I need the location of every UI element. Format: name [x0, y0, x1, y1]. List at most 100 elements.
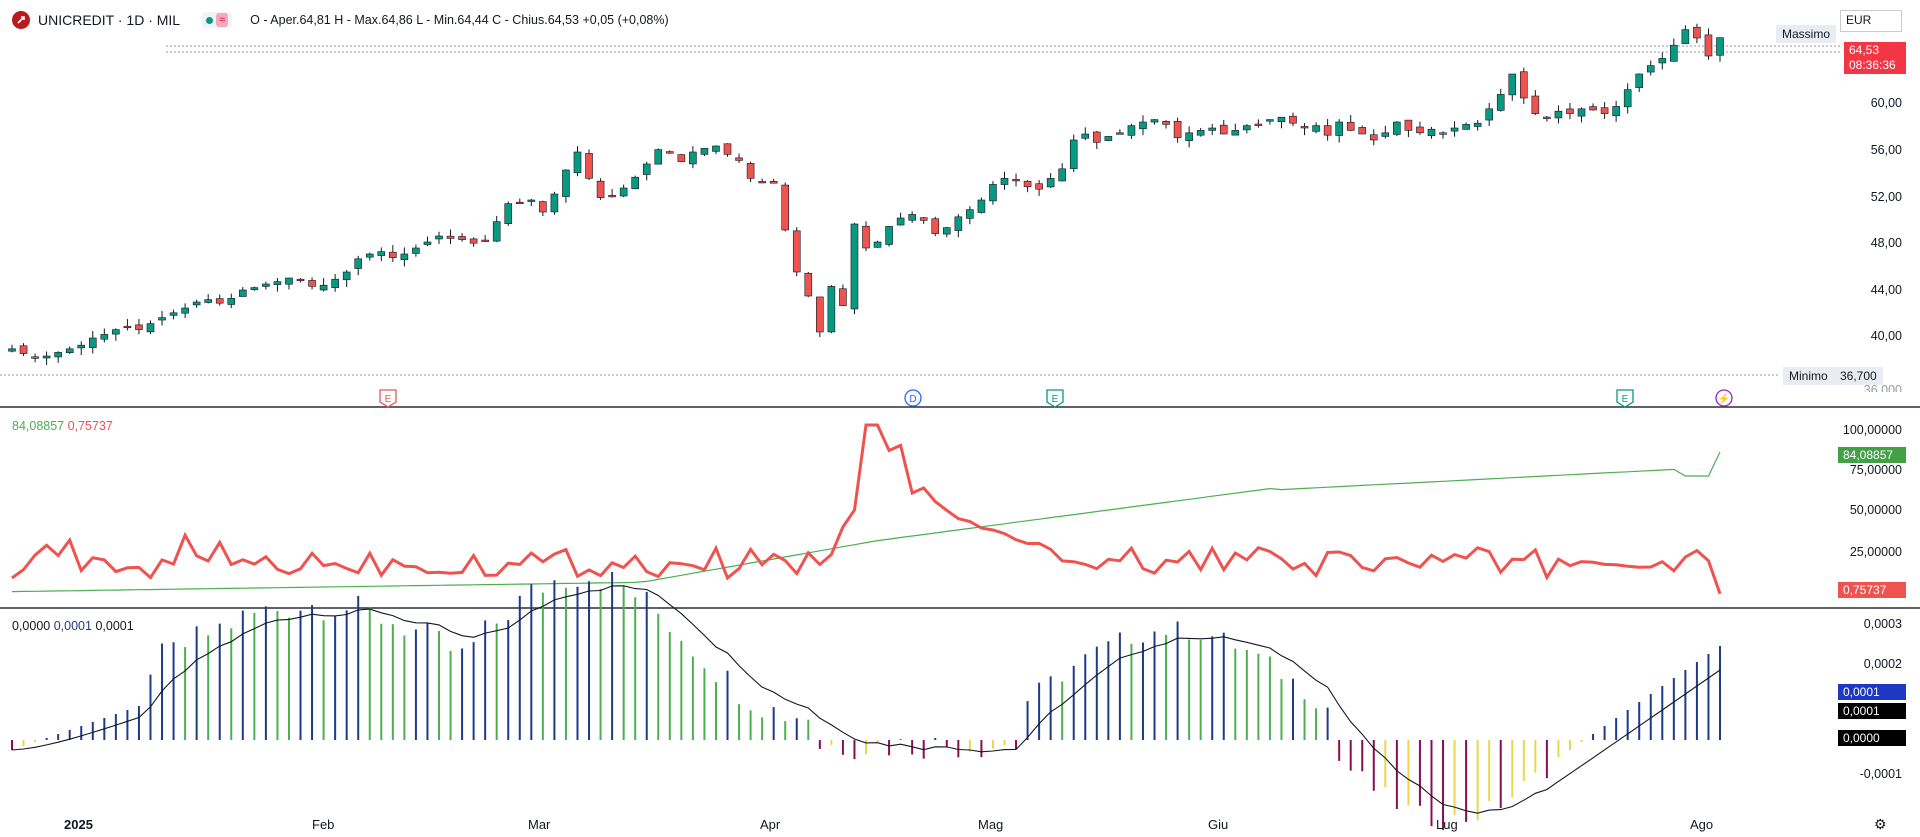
candle: [112, 328, 120, 341]
candle: [954, 214, 963, 238]
candle: [239, 286, 247, 297]
event-marker-dividend[interactable]: D: [904, 389, 922, 407]
candle: [1012, 173, 1020, 187]
ind1-legend-red: 0,75737: [67, 419, 113, 433]
candle: [389, 245, 397, 262]
candle: [285, 277, 293, 290]
candle: [481, 235, 489, 242]
ind2-label-0003: 0,0003: [1863, 617, 1902, 631]
candle: [1185, 126, 1193, 148]
series-visibility-toggle[interactable]: ≈: [202, 12, 233, 28]
candle: [585, 149, 593, 181]
candle: [1681, 25, 1690, 45]
candle: [1473, 120, 1482, 131]
ind2-black-tag-2: 0,0000: [1838, 730, 1906, 746]
last-price-value: 64,53: [1849, 43, 1880, 57]
candle: [1416, 121, 1424, 135]
candle: [146, 320, 155, 335]
candle: [1150, 119, 1159, 125]
svg-text:E: E: [1052, 394, 1059, 405]
event-marker-earnings[interactable]: E: [379, 389, 397, 408]
candle: [319, 278, 328, 292]
candle: [769, 178, 778, 184]
candle: [873, 240, 882, 248]
candle: [77, 341, 86, 356]
candle: [1000, 171, 1009, 190]
candle: [862, 221, 870, 252]
countdown-value: 08:36:36: [1849, 58, 1896, 72]
candle: [827, 285, 836, 334]
ind1-red-tag: 0,75737: [1838, 582, 1906, 598]
candle: [469, 237, 478, 247]
candle: [1404, 119, 1413, 138]
candle: [100, 328, 109, 343]
candle: [1496, 88, 1505, 112]
candle: [227, 293, 236, 309]
candle: [1266, 119, 1274, 125]
candle: [816, 296, 824, 337]
last-price-tag: 64,53 08:36:36: [1844, 42, 1906, 74]
candle: [746, 161, 755, 183]
candle: [1369, 129, 1378, 146]
candle: [308, 277, 316, 290]
candle: [1208, 123, 1217, 136]
candle: [539, 200, 547, 216]
event-marker-earnings[interactable]: E: [1046, 389, 1064, 408]
candle: [631, 175, 639, 190]
candle: [1289, 112, 1297, 127]
time-label-giu: Giu: [1208, 817, 1229, 832]
candle: [1081, 127, 1090, 141]
candle: [1312, 122, 1320, 134]
price-label-40: 40,00: [1870, 329, 1902, 343]
candle: [412, 244, 420, 257]
ind1-label-75: 75,00000: [1849, 463, 1902, 477]
candle: [1035, 179, 1043, 196]
compare-wave-icon[interactable]: ≈: [216, 13, 229, 27]
event-marker-split[interactable]: ⚡: [1715, 389, 1733, 407]
status-dot-icon: [206, 16, 214, 24]
indicator1-legend: 84,08857 0,75737: [12, 419, 113, 433]
candle: [515, 198, 524, 204]
candle: [1116, 129, 1124, 135]
candle: [1219, 120, 1228, 135]
time-label-apr: Apr: [760, 817, 781, 832]
candle: [88, 331, 97, 354]
candle: [942, 226, 951, 238]
candle: [1046, 173, 1055, 188]
candle: [492, 215, 501, 242]
indicator-1-lines: [11, 423, 1722, 595]
min-value-chip: 36,700: [1834, 367, 1883, 385]
candle: [896, 212, 905, 226]
candle: [931, 216, 940, 237]
candle: [1393, 121, 1401, 136]
candle: [1173, 117, 1182, 143]
indicator2-legend: 0,0000 0,0001 0,0001: [12, 619, 134, 633]
svg-text:E: E: [1622, 394, 1629, 405]
event-marker-earnings[interactable]: E: [1616, 389, 1634, 408]
candle: [712, 145, 720, 155]
candle: [1243, 124, 1251, 134]
max-chip: Massimo: [1776, 25, 1837, 43]
candle: [1554, 105, 1563, 124]
time-label-ago: Ago: [1690, 817, 1714, 832]
candle: [989, 181, 997, 205]
candle: [1589, 103, 1597, 111]
ind1-label-50: 50,00000: [1849, 503, 1902, 517]
candlestick-series: [8, 23, 1724, 365]
candle: [723, 143, 732, 157]
settings-gear-icon[interactable]: ⚙: [1874, 816, 1887, 832]
candle: [1566, 102, 1574, 120]
candle: [527, 198, 536, 207]
event-markers[interactable]: E D E E ⚡: [379, 389, 1733, 408]
candle: [1093, 130, 1101, 150]
symbol-title[interactable]: UNICREDIT · 1D · MIL: [38, 12, 181, 28]
ind2-black-tag-1: 0,0001: [1838, 703, 1906, 719]
candle: [1508, 73, 1517, 101]
candle: [1693, 23, 1701, 44]
currency-button[interactable]: EUR: [1840, 10, 1902, 32]
candle: [1335, 119, 1343, 143]
candle: [262, 281, 270, 290]
candle: [1277, 116, 1286, 129]
candle: [573, 146, 582, 177]
